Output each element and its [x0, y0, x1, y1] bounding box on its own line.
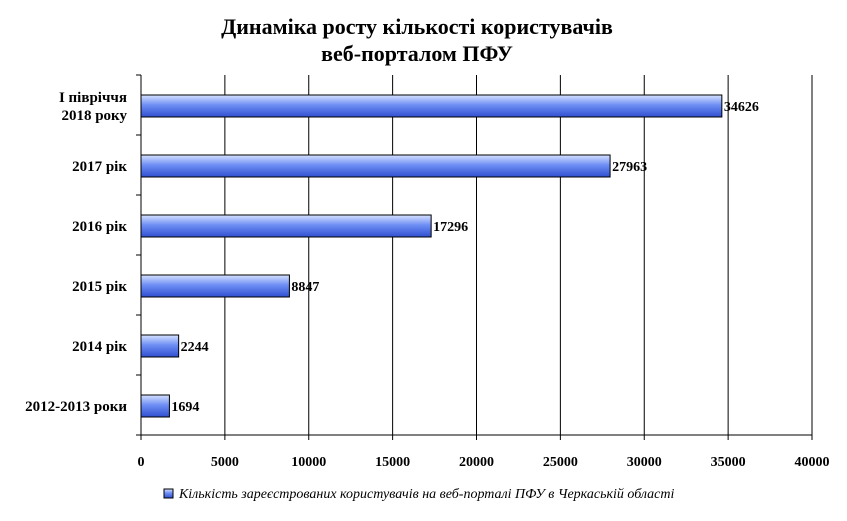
- category-label: 2015 рік: [72, 279, 127, 295]
- category-label-line: 2015 рік: [72, 279, 127, 295]
- bar: [140, 154, 611, 178]
- bar: [140, 334, 180, 358]
- x-tick-label: 15000: [375, 455, 410, 470]
- category-label: І півріччя 2018 року: [59, 90, 128, 124]
- bar: [140, 394, 170, 418]
- data-label: 27963: [612, 160, 647, 175]
- x-tick-label: 35000: [711, 455, 746, 470]
- category-label-line: 2012-2013 роки: [25, 399, 127, 415]
- category-label: 2012-2013 роки: [25, 399, 127, 415]
- bar: [140, 94, 723, 118]
- legend: Кількість зареєстрованих користувачів на…: [163, 487, 675, 502]
- data-label: 17296: [433, 220, 468, 235]
- category-label-line: 2014 рік: [72, 339, 127, 355]
- x-tick-label: 10000: [291, 455, 326, 470]
- bar: [140, 274, 290, 298]
- category-label-line: 2017 рік: [72, 159, 127, 175]
- data-label: 8847: [291, 280, 319, 295]
- bar: [140, 214, 432, 238]
- category-label: 2014 рік: [72, 339, 127, 355]
- data-label: 1694: [171, 400, 199, 415]
- x-tick-label: 5000: [211, 455, 239, 470]
- data-label: 2244: [181, 340, 209, 355]
- category-label-line: І півріччя: [59, 90, 127, 106]
- category-label: 2017 рік: [72, 159, 127, 175]
- x-tick-label: 20000: [459, 455, 494, 470]
- chart-title-line-1: Динаміка росту кількості користувачів: [221, 14, 613, 39]
- x-tick-label: 25000: [543, 455, 578, 470]
- chart-title-line-2: веб-порталом ПФУ: [321, 41, 513, 66]
- category-label: 2016 рік: [72, 219, 127, 235]
- x-tick-label: 40000: [795, 455, 830, 470]
- data-label: 34626: [724, 100, 759, 115]
- category-label-line: 2018 року: [61, 108, 127, 124]
- plot-area: 0 5000 10000 15000 20000 25000 30000 35000 40000…: [25, 74, 830, 470]
- x-tick-label: 30000: [627, 455, 662, 470]
- legend-swatch: [163, 488, 174, 499]
- category-label-line: 2016 рік: [72, 219, 127, 235]
- x-tick-label: 0: [138, 455, 145, 470]
- legend-label: Кількість зареєстрованих користувачів на…: [178, 487, 675, 502]
